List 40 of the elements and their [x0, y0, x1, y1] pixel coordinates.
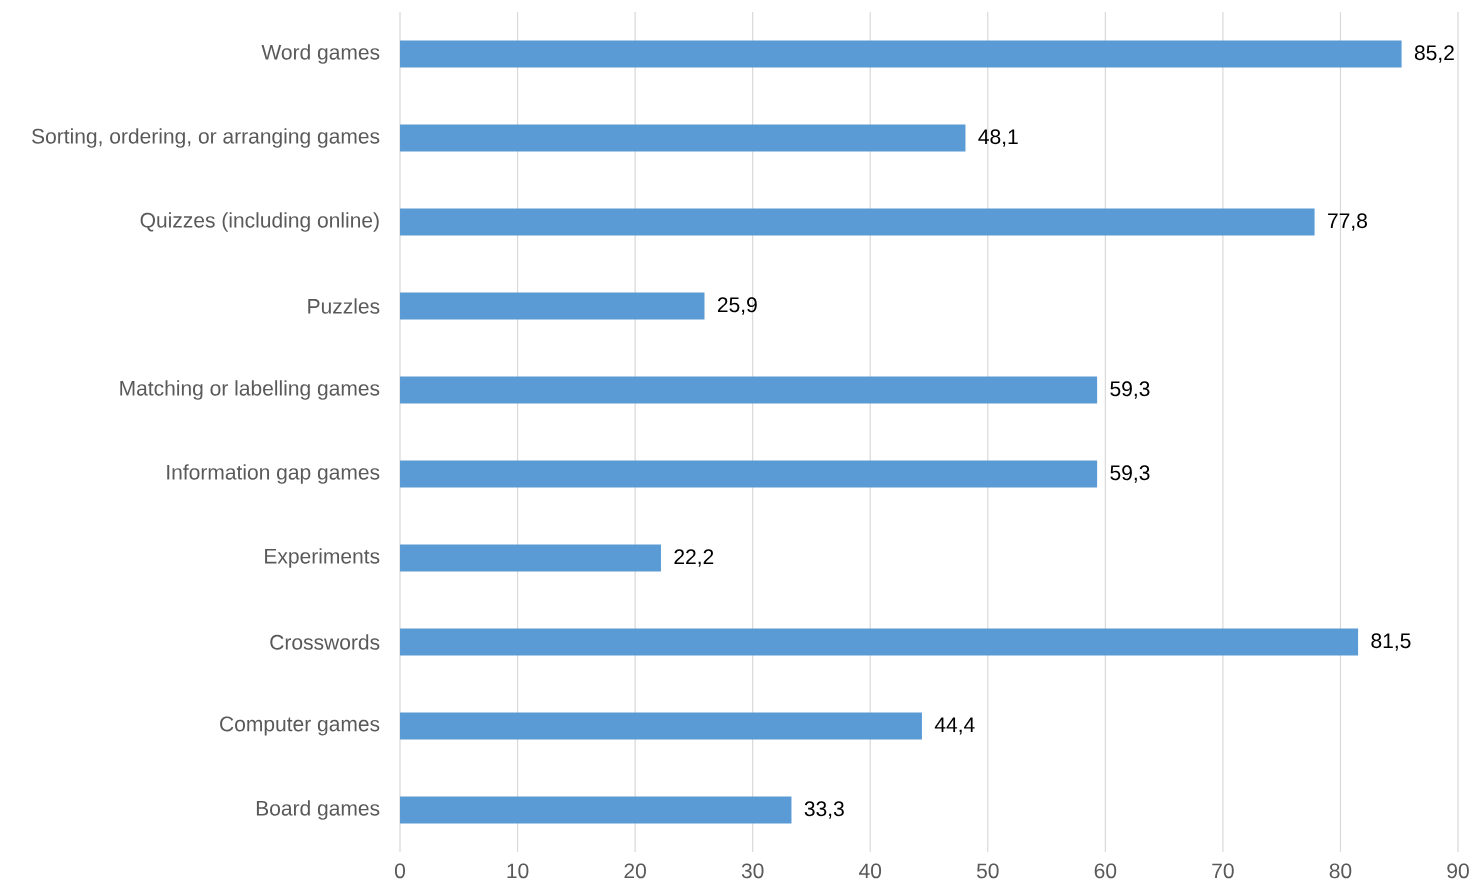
- data-label: 59,3: [1110, 381, 1150, 399]
- bar: [400, 124, 966, 152]
- bar: [400, 460, 1098, 488]
- y-tick-label: Matching or labelling games: [120, 380, 380, 400]
- y-tick-label: Word games: [261, 44, 380, 64]
- bar: [400, 40, 1402, 68]
- y-tick-label: Crosswords: [270, 634, 380, 650]
- x-tick-label: 90: [1447, 863, 1469, 879]
- bar: [400, 208, 1315, 236]
- y-tick-label: Puzzles: [308, 298, 380, 314]
- x-tick-label: 0: [394, 863, 406, 879]
- x-tick-label: 20: [624, 863, 646, 879]
- y-tick-label: Quizzes (including online): [140, 212, 379, 232]
- y-tick-label: Computer games: [220, 716, 380, 736]
- data-label: 77,8: [1328, 213, 1367, 231]
- bar: [400, 796, 792, 824]
- data-label: 22,2: [674, 549, 714, 567]
- x-tick-label: 60: [1094, 863, 1117, 879]
- bar: [400, 544, 661, 572]
- bar: [400, 292, 705, 320]
- data-label: 25,9: [717, 297, 757, 315]
- y-tick-label: Board games: [256, 800, 380, 820]
- bar: [400, 628, 1359, 656]
- y-tick-label: Sorting, ordering, or arranging games: [32, 128, 380, 148]
- y-tick-label: Experiments: [265, 548, 380, 568]
- data-label: 44,4: [934, 717, 975, 735]
- y-tick-label: Information gap games: [167, 464, 380, 484]
- x-tick-label: 70: [1212, 863, 1234, 879]
- x-tick-label: 10: [507, 863, 529, 879]
- x-tick-label: 30: [741, 863, 764, 879]
- data-label: 59,3: [1110, 465, 1150, 483]
- bar: [400, 376, 1098, 404]
- data-label: 81,5: [1371, 633, 1411, 651]
- data-label: 85,2: [1414, 45, 1454, 63]
- bar: [400, 712, 922, 740]
- x-tick-label: 80: [1329, 863, 1352, 879]
- data-label: 33,3: [804, 801, 844, 819]
- data-label: 48,1: [978, 129, 1018, 147]
- x-tick-label: 40: [859, 863, 882, 879]
- x-tick-label: 50: [976, 863, 999, 879]
